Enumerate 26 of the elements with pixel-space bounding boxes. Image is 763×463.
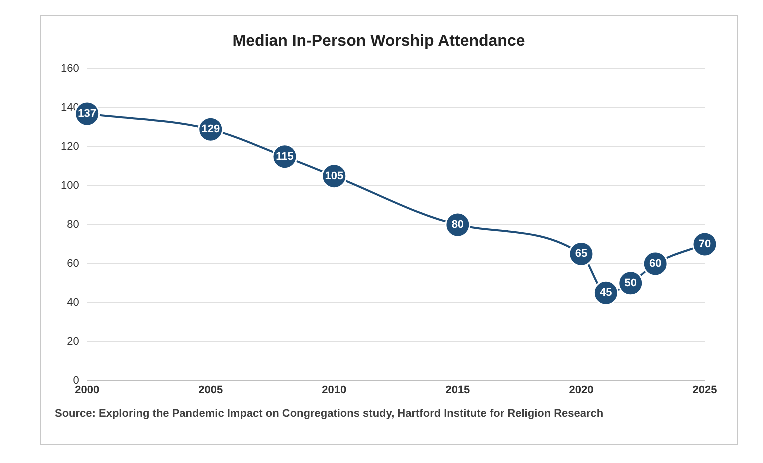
data-label: 60 xyxy=(649,258,662,270)
data-label: 115 xyxy=(276,150,294,163)
x-tick-label: 2005 xyxy=(198,384,224,396)
x-tick-label: 2000 xyxy=(75,384,100,396)
data-label: 45 xyxy=(600,287,612,300)
y-tick-label: 20 xyxy=(67,336,80,348)
chart-title: Median In-Person Worship Attendance xyxy=(232,33,526,50)
data-label: 105 xyxy=(325,170,344,182)
data-label: 129 xyxy=(202,124,220,136)
source-note: Source: Exploring the Pandemic Impact on Congregations study, Hartford Institute for Religion Research xyxy=(55,408,604,420)
data-label: 70 xyxy=(698,238,712,251)
data-label: 80 xyxy=(452,219,464,232)
x-tick-label: 2010 xyxy=(322,384,347,396)
data-label: 50 xyxy=(624,277,638,290)
x-tick-label: 2015 xyxy=(446,384,470,396)
x-tick-label: 2020 xyxy=(569,384,594,396)
x-tick-label: 2025 xyxy=(692,384,718,396)
y-tick-label: 60 xyxy=(67,258,80,270)
data-label: 137 xyxy=(78,108,97,120)
y-tick-label: 40 xyxy=(67,296,80,309)
data-label: 65 xyxy=(575,248,588,260)
y-tick-label: 160 xyxy=(60,63,80,76)
y-tick-label: 80 xyxy=(67,219,80,232)
y-tick-label: 0 xyxy=(73,374,80,387)
y-tick-label: 120 xyxy=(60,141,80,154)
y-tick-label: 100 xyxy=(60,180,80,192)
